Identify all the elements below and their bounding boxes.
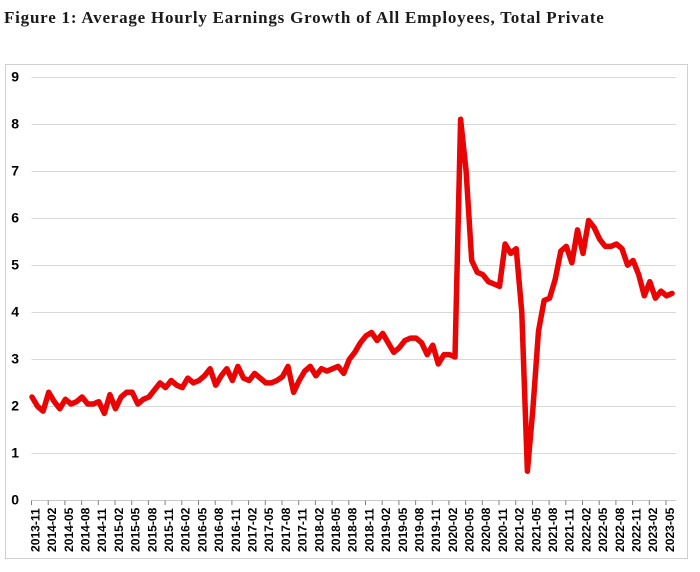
svg-text:2014-11: 2014-11 — [95, 508, 109, 552]
svg-text:2021-05: 2021-05 — [529, 507, 543, 552]
svg-text:9: 9 — [11, 69, 19, 85]
svg-text:7: 7 — [11, 163, 19, 179]
svg-text:2021-11: 2021-11 — [563, 508, 577, 552]
svg-text:2019-05: 2019-05 — [396, 507, 410, 552]
svg-text:2021-08: 2021-08 — [546, 507, 560, 552]
svg-text:2019-02: 2019-02 — [379, 507, 393, 552]
svg-text:2022-05: 2022-05 — [596, 507, 610, 552]
svg-text:2023-05: 2023-05 — [663, 507, 677, 552]
svg-text:2017-11: 2017-11 — [296, 508, 310, 552]
svg-text:2018-05: 2018-05 — [329, 507, 343, 552]
svg-text:2021-02: 2021-02 — [513, 507, 527, 552]
svg-text:2020-08: 2020-08 — [479, 507, 493, 552]
svg-text:2017-05: 2017-05 — [262, 507, 276, 552]
svg-text:2016-08: 2016-08 — [212, 507, 226, 552]
svg-text:2014-02: 2014-02 — [45, 507, 59, 552]
svg-text:0: 0 — [11, 492, 19, 508]
svg-text:2018-11: 2018-11 — [362, 508, 376, 552]
svg-text:2020-11: 2020-11 — [496, 508, 510, 552]
svg-text:2015-08: 2015-08 — [145, 507, 159, 552]
svg-text:2016-02: 2016-02 — [179, 507, 193, 552]
svg-text:2015-11: 2015-11 — [162, 508, 176, 552]
svg-text:2016-11: 2016-11 — [229, 508, 243, 552]
svg-text:2015-05: 2015-05 — [129, 507, 143, 552]
svg-text:2022-08: 2022-08 — [613, 507, 627, 552]
svg-text:1: 1 — [11, 445, 19, 461]
svg-text:2022-02: 2022-02 — [579, 507, 593, 552]
svg-text:2019-11: 2019-11 — [429, 508, 443, 552]
svg-text:3: 3 — [11, 351, 19, 367]
svg-text:2017-02: 2017-02 — [246, 507, 260, 552]
svg-text:2017-08: 2017-08 — [279, 507, 293, 552]
svg-text:2018-02: 2018-02 — [312, 507, 326, 552]
svg-text:2013-11: 2013-11 — [28, 508, 42, 552]
svg-text:2022-11: 2022-11 — [630, 508, 644, 552]
svg-text:2015-02: 2015-02 — [112, 507, 126, 552]
svg-text:2016-05: 2016-05 — [195, 507, 209, 552]
svg-text:2023-02: 2023-02 — [646, 507, 660, 552]
svg-text:8: 8 — [11, 116, 19, 132]
svg-text:2014-05: 2014-05 — [62, 507, 76, 552]
svg-text:2019-08: 2019-08 — [413, 507, 427, 552]
svg-text:6: 6 — [11, 210, 19, 226]
svg-text:4: 4 — [11, 304, 19, 320]
svg-text:2020-05: 2020-05 — [463, 507, 477, 552]
svg-text:2020-02: 2020-02 — [446, 507, 460, 552]
svg-text:5: 5 — [11, 257, 19, 273]
svg-text:2018-08: 2018-08 — [346, 507, 360, 552]
svg-text:2: 2 — [11, 398, 19, 414]
svg-text:2014-08: 2014-08 — [79, 507, 93, 552]
